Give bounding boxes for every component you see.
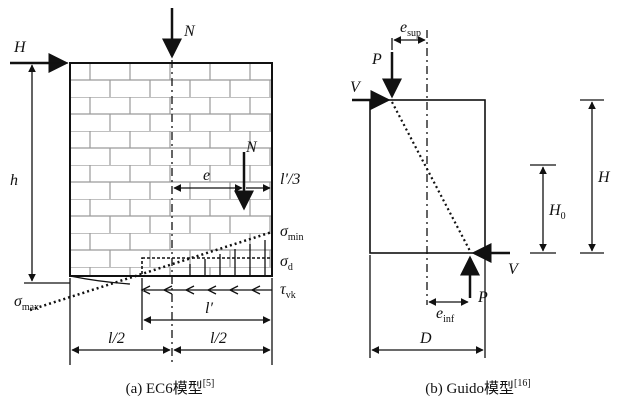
- label: l′: [205, 300, 213, 317]
- label: V: [350, 79, 362, 96]
- wall: [70, 63, 272, 276]
- label: N: [245, 139, 258, 156]
- label: einf: [436, 305, 455, 325]
- label: h: [10, 172, 18, 189]
- label: e: [203, 167, 210, 184]
- label: V: [508, 261, 520, 278]
- caption: (a) EC6模型[5]: [126, 378, 215, 397]
- label: τvk: [280, 281, 296, 301]
- diagram: H N h N e l′/3 σmin σd τvk σmax l′ l/2 l…: [0, 0, 619, 407]
- caption: (b) Guido模型[16]: [425, 378, 530, 397]
- label: P: [477, 289, 488, 306]
- label: H: [597, 169, 611, 186]
- label: l/2: [108, 330, 125, 347]
- label: σmax: [14, 293, 39, 313]
- label: P: [371, 51, 382, 68]
- label: l′/3: [280, 171, 300, 188]
- panel-b: P esup V H H0 V P einf D (b) Guido模型[16]: [350, 19, 611, 397]
- panel-a: H N h N e l′/3 σmin σd τvk σmax l′ l/2 l…: [10, 8, 303, 397]
- label: N: [183, 23, 196, 40]
- thrust-line: [392, 102, 470, 251]
- label: l/2: [210, 330, 227, 347]
- label: σmin: [280, 223, 303, 243]
- label: esup: [400, 19, 421, 39]
- label: H: [13, 39, 27, 56]
- label: D: [419, 330, 432, 347]
- label: σd: [280, 253, 293, 273]
- label: H0: [548, 202, 566, 222]
